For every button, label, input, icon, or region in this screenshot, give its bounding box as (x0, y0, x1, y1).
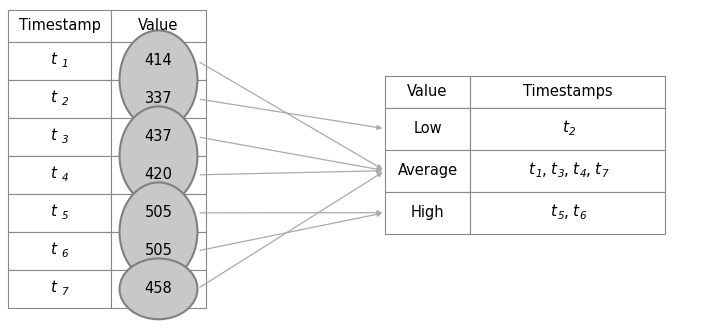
Bar (111, 42, 206, 80)
Text: 6: 6 (61, 249, 68, 259)
Text: $t$: $t$ (529, 161, 537, 177)
Text: $t$: $t$ (50, 203, 58, 219)
Bar (8, 232, 111, 270)
Text: Value: Value (138, 18, 179, 33)
Bar (8, 194, 111, 232)
Text: $t$: $t$ (550, 203, 559, 219)
Text: 1: 1 (61, 59, 68, 69)
Text: 1: 1 (536, 169, 542, 179)
Ellipse shape (120, 107, 198, 205)
Bar (470, 150, 665, 192)
Text: 337: 337 (145, 91, 172, 106)
Text: 3: 3 (557, 169, 564, 179)
Bar (385, 150, 470, 192)
Bar (470, 76, 665, 108)
Bar (8, 80, 111, 118)
Text: Average: Average (397, 163, 458, 178)
Bar (111, 118, 206, 156)
Text: 5: 5 (61, 211, 68, 221)
Text: 437: 437 (145, 129, 172, 144)
Text: ,: , (541, 163, 546, 178)
Ellipse shape (120, 259, 198, 319)
Text: Value: Value (407, 84, 448, 99)
Bar (111, 156, 206, 194)
Text: 6: 6 (579, 211, 586, 221)
Text: $t$: $t$ (572, 203, 581, 219)
Bar (470, 192, 665, 234)
Bar (385, 192, 470, 234)
Bar (8, 156, 111, 194)
Bar (111, 194, 206, 232)
Text: $t$: $t$ (50, 279, 58, 295)
Bar (111, 270, 206, 308)
Text: 2: 2 (61, 97, 68, 107)
Text: $t$: $t$ (595, 161, 603, 177)
Bar (8, 270, 111, 308)
Bar (385, 76, 470, 108)
Text: Low: Low (413, 121, 441, 136)
Text: ,: , (586, 163, 591, 178)
Text: 7: 7 (61, 287, 68, 297)
Bar (8, 10, 111, 42)
Text: 4: 4 (61, 173, 68, 183)
Text: 420: 420 (145, 167, 172, 182)
Bar (8, 42, 111, 80)
Bar (470, 108, 665, 150)
Text: $t$: $t$ (572, 161, 581, 177)
Text: ,: , (564, 163, 568, 178)
Text: $t$: $t$ (50, 127, 58, 143)
Text: $t$: $t$ (50, 165, 58, 181)
Text: $t$: $t$ (562, 119, 570, 135)
Text: ,: , (564, 205, 568, 220)
Text: Timestamp: Timestamp (18, 18, 101, 33)
Text: 505: 505 (145, 205, 172, 220)
Text: $t$: $t$ (550, 161, 559, 177)
Bar (8, 118, 111, 156)
Text: 3: 3 (61, 135, 68, 145)
Text: 7: 7 (602, 169, 608, 179)
Text: $t$: $t$ (50, 51, 58, 67)
Bar (111, 10, 206, 42)
Ellipse shape (120, 183, 198, 281)
Text: 414: 414 (145, 53, 172, 68)
Text: 458: 458 (145, 281, 172, 296)
Text: High: High (411, 205, 444, 220)
Text: 505: 505 (145, 243, 172, 258)
Text: $t$: $t$ (50, 241, 58, 257)
Text: 5: 5 (557, 211, 564, 221)
Text: $t$: $t$ (50, 89, 58, 105)
Ellipse shape (120, 31, 198, 129)
Bar (111, 232, 206, 270)
Text: 4: 4 (579, 169, 586, 179)
Text: 2: 2 (569, 127, 575, 137)
Bar (111, 80, 206, 118)
Bar (385, 108, 470, 150)
Text: Timestamps: Timestamps (523, 84, 612, 99)
